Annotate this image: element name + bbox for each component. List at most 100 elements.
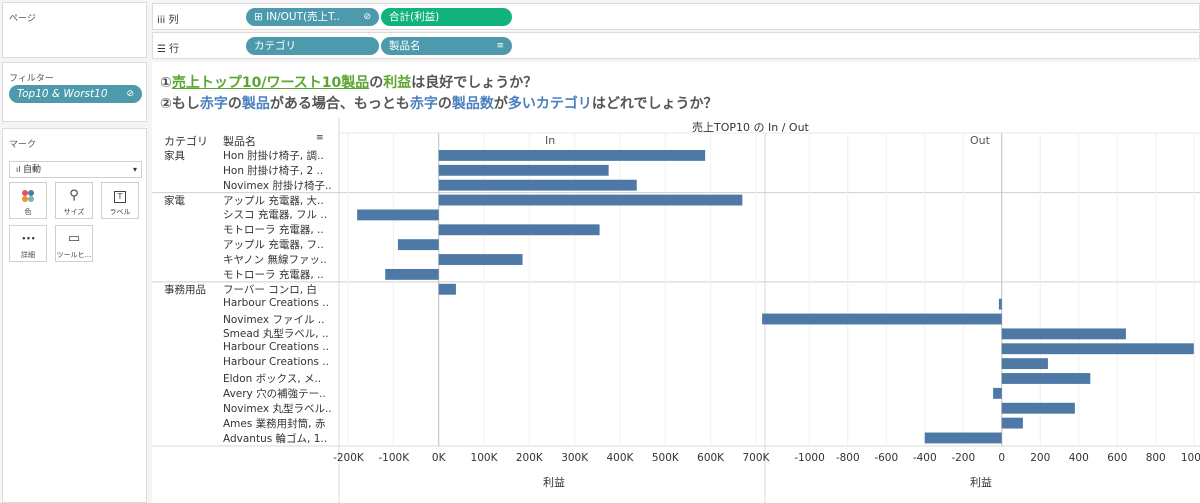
rows-pill-category[interactable]: カテゴリ xyxy=(246,37,379,55)
label-icon: T xyxy=(102,188,138,204)
bar[interactable] xyxy=(438,164,609,176)
detail-label: 詳細 xyxy=(21,251,35,259)
color-label: 色 xyxy=(24,208,32,216)
bar-chart-icon: ıl xyxy=(16,165,23,174)
rows-pill-product[interactable]: 製品名 ≡ xyxy=(381,37,512,55)
tick-label: -600 xyxy=(874,452,899,464)
marks-title: マーク xyxy=(9,140,37,150)
pages-title: ページ xyxy=(9,14,36,24)
product-label[interactable]: Hon 肘掛け椅子, 2 .. xyxy=(223,164,324,177)
product-label[interactable]: キヤノン 無線ファッ.. xyxy=(223,254,327,267)
worksheet-view: ①売上トップ10/ワースト10製品の利益は良好でしょうか？ ②もし赤字の製品があ… xyxy=(152,62,1200,503)
bar[interactable] xyxy=(924,432,1002,444)
tick-label: -200K xyxy=(333,452,364,464)
filters-card: フィルター Top10 & Worst10 ⊘ xyxy=(2,62,147,122)
link-icon: ⊘ xyxy=(126,89,134,99)
link-icon: ⊘ xyxy=(363,12,371,22)
columns-pill-sum-profit-label: 合計(利益) xyxy=(389,11,440,23)
tick-label: -800 xyxy=(835,452,860,464)
bar-chart xyxy=(152,118,1200,503)
bar[interactable] xyxy=(438,150,706,161)
top-header: 売上TOP10 の In / Out xyxy=(692,121,809,134)
rows-icon: ☰ xyxy=(157,44,170,55)
product-label[interactable]: Harbour Creations .. xyxy=(223,296,329,309)
product-label[interactable]: Novimex 肘掛け椅子.. xyxy=(223,179,332,192)
tick-label: -100K xyxy=(378,452,410,464)
product-label[interactable]: Harbour Creations .. xyxy=(223,341,329,354)
product-label[interactable]: Smead 丸型ラベル, .. xyxy=(223,328,329,341)
plus-box-icon: ⊞ xyxy=(254,11,267,23)
product-label[interactable]: シスコ 充電器, フル .. xyxy=(223,209,328,222)
title-line-1: ①売上トップ10/ワースト10製品の利益は良好でしょうか？ xyxy=(160,75,538,91)
tick-label: 500K xyxy=(651,452,679,464)
bar[interactable] xyxy=(1001,343,1194,355)
sort-icon: ≡ xyxy=(496,41,504,51)
product-label[interactable]: Hon 肘掛け椅子, 調.. xyxy=(223,150,324,162)
product-label[interactable]: Eldon ボックス, メ.. xyxy=(223,373,322,386)
sort-icon[interactable]: ≡ xyxy=(316,133,324,143)
tick-label: -1000 xyxy=(794,452,825,464)
bar[interactable] xyxy=(438,194,743,206)
detail-button[interactable]: ∙∙∙ 詳細 xyxy=(9,225,47,262)
product-label[interactable]: モトローラ 充電器, .. xyxy=(223,224,324,237)
size-button[interactable]: ⚲ サイズ xyxy=(55,182,93,219)
bar[interactable] xyxy=(1001,373,1091,384)
product-label[interactable]: Novimex 丸型ラベル.. xyxy=(223,402,332,415)
product-label[interactable]: Advantus 輪ゴム, 1.. xyxy=(223,432,328,445)
rows-shelf[interactable]: ☰ 行 カテゴリ 製品名 ≡ xyxy=(152,32,1200,59)
product-label[interactable]: Novimex ファイル .. xyxy=(223,313,325,326)
bar[interactable] xyxy=(438,224,600,236)
color-button[interactable]: 色 xyxy=(9,182,47,219)
size-icon: ⚲ xyxy=(69,188,79,203)
category-label[interactable]: 家電 xyxy=(164,194,185,207)
color-icon xyxy=(10,188,46,204)
columns-shelf[interactable]: iii 列 ⊞ IN/OUT(売上T.. ⊘ 合計(利益) xyxy=(152,3,1200,30)
label-button[interactable]: T ラベル xyxy=(101,182,139,219)
bar[interactable] xyxy=(385,268,439,280)
size-label: サイズ xyxy=(63,208,85,216)
bar[interactable] xyxy=(993,387,1002,399)
tick-label: -400 xyxy=(912,452,937,464)
tick-label: 700K xyxy=(742,452,770,464)
tick-label: 400 xyxy=(1068,452,1089,464)
bar[interactable] xyxy=(1001,402,1075,414)
rows-shelf-label: ☰ 行 xyxy=(157,44,180,55)
tick-label: 0K xyxy=(431,452,446,464)
bar[interactable] xyxy=(1001,328,1126,340)
bar[interactable] xyxy=(438,283,456,295)
product-label[interactable]: モトローラ 充電器, .. xyxy=(223,268,324,281)
category-label[interactable]: 家具 xyxy=(164,150,185,162)
columns-pill-sum-profit[interactable]: 合計(利益) xyxy=(381,8,512,26)
product-label[interactable]: フーバー コンロ, 白 xyxy=(223,283,317,296)
bar[interactable] xyxy=(357,209,439,221)
columns-icon: iii xyxy=(157,15,169,26)
tooltip-label: ツールヒ... xyxy=(56,251,92,259)
product-label[interactable]: Harbour Creations .. xyxy=(223,356,329,369)
bar[interactable] xyxy=(397,239,439,251)
columns-pill-in-out[interactable]: ⊞ IN/OUT(売上T.. ⊘ xyxy=(246,8,379,26)
filter-pill-label: Top10 & Worst10 xyxy=(17,88,108,100)
tick-label: -200 xyxy=(951,452,976,464)
bar[interactable] xyxy=(438,254,523,265)
product-label[interactable]: Avery 穴の補強テー.. xyxy=(223,387,326,400)
bar[interactable] xyxy=(438,179,637,191)
mark-type-select[interactable]: ıl 自動 ▾ xyxy=(9,161,142,178)
tick-label: 600 xyxy=(1107,452,1128,464)
bar[interactable] xyxy=(1001,358,1048,370)
bar[interactable] xyxy=(1001,417,1023,429)
tick-label: 1000 xyxy=(1180,452,1200,464)
category-header[interactable]: カテゴリ xyxy=(164,135,208,148)
tooltip-button[interactable]: ▭ ツールヒ... xyxy=(55,225,93,262)
category-label[interactable]: 事務用品 xyxy=(164,283,206,296)
pane-header-out: Out xyxy=(970,134,990,147)
product-label[interactable]: アップル 充電器, フ.. xyxy=(223,239,324,252)
pages-card: ページ xyxy=(2,2,147,58)
bar[interactable] xyxy=(998,298,1002,310)
product-label[interactable]: Ames 業務用封筒, 赤 xyxy=(223,417,326,430)
filters-title: フィルター xyxy=(9,74,54,84)
bar[interactable] xyxy=(762,313,1002,325)
product-header[interactable]: 製品名 xyxy=(223,135,256,148)
product-label[interactable]: アップル 充電器, 大.. xyxy=(223,194,324,207)
filter-pill-top10-worst10[interactable]: Top10 & Worst10 ⊘ xyxy=(9,85,142,103)
tick-label: 200 xyxy=(1030,452,1051,464)
